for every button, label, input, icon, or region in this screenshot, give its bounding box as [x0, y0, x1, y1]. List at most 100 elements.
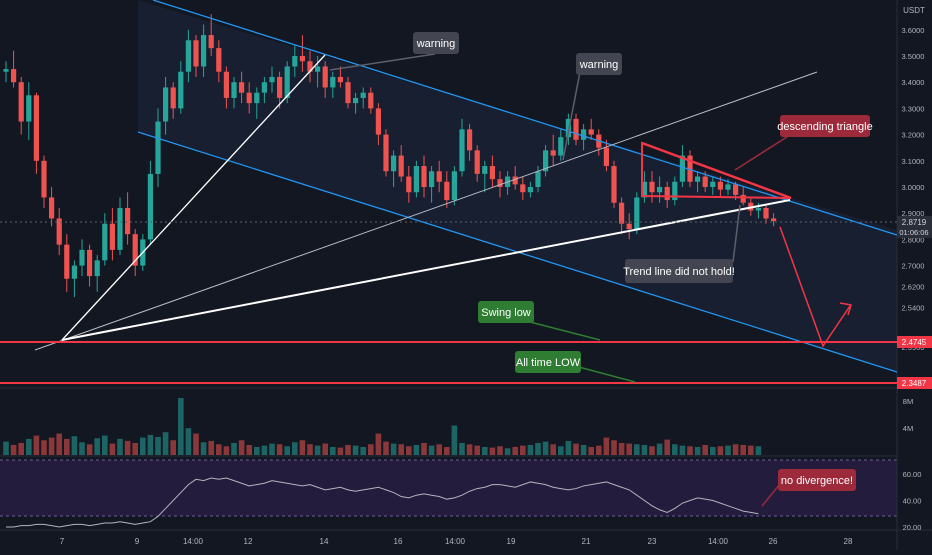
- candle-body: [315, 66, 321, 72]
- candle: [239, 71, 245, 104]
- candle: [649, 171, 655, 203]
- candle-body: [717, 181, 723, 190]
- volume-bar: [512, 446, 518, 455]
- volume-bar: [269, 443, 275, 455]
- volume-bar: [231, 442, 237, 455]
- trendline-callout[interactable]: Trend line did not hold!: [623, 259, 735, 283]
- candle: [717, 176, 723, 198]
- trendline-support[interactable]: [61, 199, 791, 341]
- candle-body: [246, 92, 252, 104]
- candle: [391, 150, 397, 187]
- candle: [672, 176, 678, 206]
- volume-bar: [86, 444, 93, 455]
- candle-body: [543, 150, 549, 172]
- price-tick-label: 3.6000: [902, 26, 925, 35]
- rsi-tick-label: 60.00: [903, 470, 922, 479]
- candle-body: [94, 260, 100, 277]
- candle: [558, 129, 564, 161]
- candle: [299, 35, 305, 72]
- candle-body: [79, 249, 85, 266]
- currency-label: USDT: [903, 6, 925, 15]
- volume-bar: [626, 443, 632, 455]
- trendline-thin[interactable]: [34, 71, 818, 351]
- candle-body: [102, 223, 108, 261]
- candle-body: [474, 150, 480, 174]
- time-tick-label: 12: [244, 537, 253, 546]
- candle-body: [771, 218, 777, 222]
- candle: [49, 187, 55, 227]
- volume-bar: [390, 443, 397, 455]
- warning-1-callout[interactable]: warning: [413, 32, 459, 54]
- candle-body: [565, 118, 571, 138]
- candle-body: [459, 129, 465, 172]
- volume-bar: [109, 443, 116, 455]
- candle: [740, 187, 746, 206]
- volume-bar: [482, 446, 488, 455]
- volume-bar: [223, 446, 230, 455]
- descending-triangle-callout[interactable]: descending triangle: [777, 115, 873, 137]
- volume-bar: [748, 445, 754, 455]
- candle-body: [406, 176, 412, 193]
- candle: [611, 160, 617, 208]
- triangle-top-edge: [641, 141, 792, 200]
- candle: [368, 87, 374, 114]
- candle: [573, 113, 579, 146]
- volume-bar: [550, 444, 556, 455]
- current-price-value: 2.8719: [902, 218, 927, 227]
- volume-bar: [238, 440, 245, 455]
- candle: [413, 160, 419, 198]
- channel-upper-line[interactable]: [152, 0, 897, 236]
- no-divergence-callout[interactable]: no divergence!: [778, 469, 856, 491]
- rsi-tick-label: 20.00: [903, 523, 922, 532]
- trendline-steep[interactable]: [61, 54, 326, 341]
- warning-2-callout[interactable]: warning: [576, 53, 622, 75]
- volume-bar: [641, 444, 648, 455]
- candle-body: [672, 181, 678, 201]
- candle: [322, 61, 328, 98]
- candle-body: [725, 184, 731, 190]
- swing-low-callout[interactable]: Swing low: [478, 301, 534, 323]
- price-tick-label: 3.4000: [902, 78, 925, 87]
- candle-body: [581, 129, 587, 140]
- candle-body: [223, 71, 229, 98]
- volume-bar: [322, 443, 328, 455]
- volume-bar: [588, 446, 594, 455]
- candle-body: [763, 207, 769, 219]
- candle-body: [41, 160, 47, 198]
- candle: [87, 244, 93, 287]
- candle: [383, 129, 389, 177]
- volume-bar: [520, 445, 526, 455]
- candle-body: [429, 171, 435, 187]
- atl-callout[interactable]: All time LOW: [515, 351, 581, 373]
- volume-bar: [56, 433, 62, 455]
- candle: [163, 76, 169, 135]
- volume-bar: [421, 442, 427, 455]
- price-tick-label: 2.8000: [902, 235, 925, 244]
- candle: [208, 14, 214, 56]
- volume-bar: [565, 440, 572, 455]
- volume-bar: [162, 432, 169, 455]
- candle-body: [277, 76, 283, 98]
- volume-bar: [124, 440, 131, 455]
- volume-bar: [710, 446, 716, 455]
- candle-body: [755, 207, 761, 211]
- candle-body: [330, 76, 336, 88]
- candle: [619, 197, 625, 235]
- volume-bar: [451, 425, 458, 455]
- volume-bar: [573, 443, 579, 455]
- candle: [18, 76, 24, 135]
- volume-bar: [535, 442, 541, 455]
- volume-bar: [155, 436, 161, 455]
- candle-body: [588, 129, 594, 135]
- candle-body: [733, 184, 739, 195]
- candle: [102, 213, 108, 266]
- volume-bar: [459, 442, 465, 455]
- candle: [223, 66, 229, 109]
- drawings: [0, 0, 897, 384]
- candle: [482, 160, 488, 193]
- candle-body: [109, 223, 115, 250]
- candle-body: [239, 82, 245, 93]
- candle: [512, 166, 518, 190]
